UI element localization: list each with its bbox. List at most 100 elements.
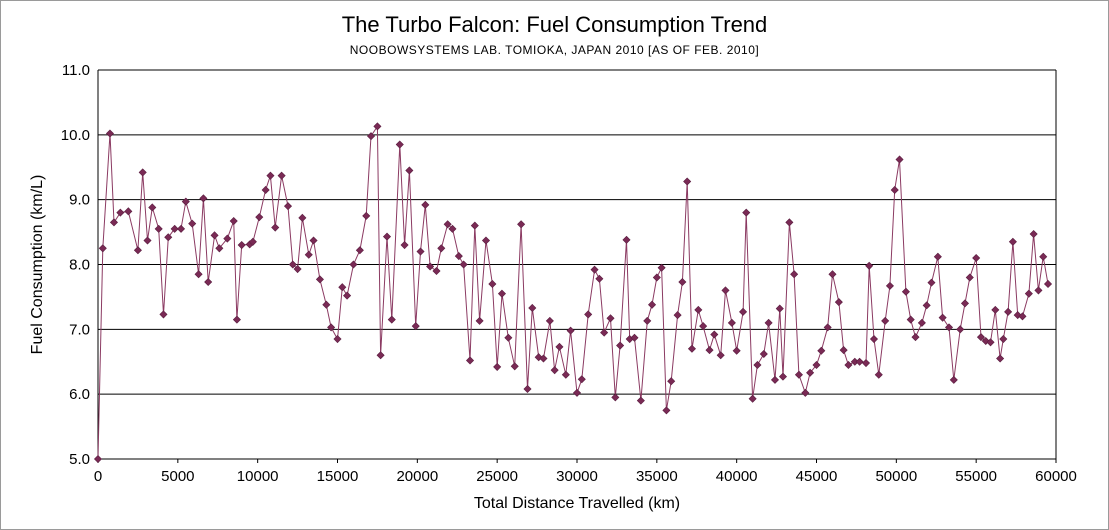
data-point — [643, 316, 652, 325]
data-point — [812, 360, 821, 370]
data-point — [885, 281, 894, 290]
data-point — [739, 307, 748, 316]
data-point — [678, 277, 687, 287]
chart-title: The Turbo Falcon: Fuel Consumption Trend — [341, 12, 768, 37]
data-point — [710, 330, 719, 339]
data-point — [636, 396, 645, 405]
data-point — [1008, 237, 1017, 246]
data-point — [869, 335, 879, 344]
data-point — [699, 322, 708, 331]
data-point — [965, 273, 974, 282]
data-point — [611, 393, 620, 402]
data-point — [98, 244, 107, 253]
data-point — [890, 185, 899, 194]
data-point — [177, 224, 186, 233]
data-point — [411, 322, 420, 331]
data-point — [996, 354, 1005, 363]
data-point — [493, 362, 502, 371]
data-point — [986, 338, 995, 347]
data-point — [590, 265, 599, 274]
data-point — [443, 220, 452, 229]
data-point — [416, 247, 425, 256]
data-point — [906, 315, 915, 324]
data-point — [705, 346, 714, 355]
data-point — [622, 235, 631, 244]
data-point — [293, 265, 302, 274]
data-point — [400, 241, 409, 250]
data-point — [504, 333, 513, 342]
data-point — [382, 232, 392, 241]
data-point — [721, 286, 730, 295]
data-point — [376, 351, 385, 360]
data-point — [716, 351, 725, 360]
data-point — [229, 217, 238, 226]
data-point — [865, 261, 874, 270]
data-point — [454, 252, 463, 261]
data-point — [298, 213, 307, 222]
x-tick-label: 25000 — [476, 468, 518, 485]
data-point — [421, 200, 430, 209]
data-point — [188, 219, 197, 228]
data-point — [991, 305, 1000, 314]
data-point — [159, 310, 168, 319]
data-point — [616, 341, 625, 350]
data-point — [753, 360, 762, 370]
data-point — [770, 375, 780, 384]
data-point — [861, 359, 871, 368]
data-point — [237, 241, 246, 250]
data-point — [426, 262, 435, 271]
x-tick-label: 20000 — [396, 468, 438, 485]
x-tick-label: 15000 — [317, 468, 359, 485]
data-point — [448, 224, 457, 233]
data-point — [630, 333, 639, 342]
data-point — [572, 388, 582, 397]
y-tick-label: 10.0 — [61, 127, 90, 144]
y-tick-label: 11.0 — [62, 62, 90, 79]
data-point — [794, 370, 803, 379]
data-point — [395, 140, 404, 149]
data-point — [367, 132, 376, 141]
data-point — [600, 328, 609, 337]
data-point — [895, 155, 904, 164]
label-layer: 5.0 6.0 7.0 8.0 9.0 10.0 11.0 0 5000 10000 15000 20… — [61, 62, 1077, 485]
data-point — [881, 316, 890, 325]
data-point — [223, 234, 232, 243]
data-point — [1004, 307, 1013, 316]
data-point — [652, 273, 661, 282]
data-point — [1043, 279, 1053, 288]
data-point — [148, 203, 157, 212]
data-point — [956, 325, 965, 334]
grid-layer — [98, 69, 1056, 395]
data-point — [232, 315, 241, 324]
data-point — [1029, 230, 1038, 239]
data-point — [927, 278, 936, 287]
data-point — [405, 166, 414, 175]
data-point — [534, 353, 543, 362]
data-point — [917, 318, 926, 327]
x-tick-label: 45000 — [796, 468, 838, 485]
data-point — [181, 197, 190, 206]
x-tick-label: 50000 — [875, 468, 917, 485]
data-point — [488, 279, 497, 288]
data-point — [517, 220, 526, 229]
data-point — [210, 231, 219, 240]
data-point — [550, 366, 559, 375]
data-point — [976, 333, 985, 342]
data-point — [785, 218, 794, 227]
data-point — [362, 211, 371, 220]
data-point — [806, 368, 815, 377]
data-point — [373, 122, 382, 131]
data-point — [475, 316, 484, 325]
data-point — [105, 129, 114, 138]
data-point — [333, 335, 342, 344]
data-point — [555, 342, 564, 351]
data-point — [1024, 289, 1033, 298]
data-point — [288, 260, 297, 269]
data-point — [277, 171, 286, 180]
data-point — [999, 335, 1008, 344]
data-point — [839, 346, 848, 355]
x-tick-label: 0 — [94, 468, 102, 485]
data-point — [470, 221, 479, 230]
data-point — [775, 304, 784, 313]
data-point — [561, 370, 570, 379]
